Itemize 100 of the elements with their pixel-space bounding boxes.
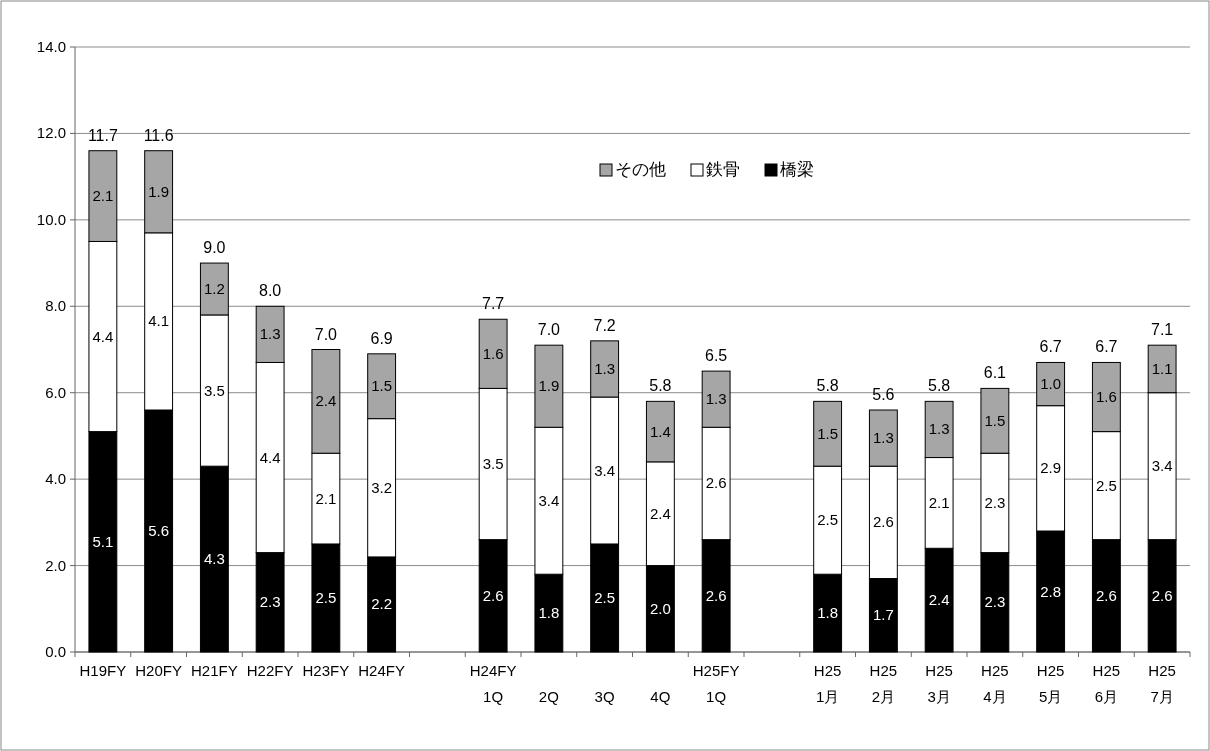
total-label: 7.0 [537, 321, 561, 339]
data-label: 1.9 [148, 182, 170, 200]
total-label: 6.9 [370, 329, 393, 347]
data-label: 2.6 [482, 586, 504, 604]
y-tick-label: 12.0 [36, 124, 66, 142]
legend-label: 橋梁 [780, 160, 814, 179]
x-tick-label: H25 7月 [1148, 662, 1176, 705]
x-tick-label: 3Q [594, 688, 615, 705]
data-label: 5.6 [148, 522, 170, 539]
total-label: 5.8 [928, 377, 951, 395]
total-label: 6.7 [1039, 338, 1062, 356]
data-label: 2.0 [649, 599, 671, 617]
total-label: 8.0 [259, 282, 282, 300]
y-tick-label: 0.0 [45, 643, 66, 660]
data-label: 1.0 [1040, 375, 1062, 393]
data-label: 3.5 [482, 455, 504, 473]
total-label: 7.2 [593, 316, 616, 334]
data-label: 2.5 [315, 588, 337, 606]
data-label: 2.4 [928, 591, 950, 609]
total-label: 6.1 [983, 364, 1007, 382]
data-label: 1.4 [649, 422, 671, 440]
data-label: 1.5 [817, 424, 839, 442]
data-label: 4.1 [148, 312, 170, 330]
x-tick-label: 4Q [650, 688, 671, 705]
x-tick-label: H25 1月 [813, 662, 842, 705]
data-label: 3.4 [538, 491, 560, 509]
data-label: 1.5 [371, 377, 393, 395]
data-label: 3.2 [371, 478, 393, 496]
total-label: 11.6 [143, 126, 174, 144]
x-tick-label: H25 4月 [981, 662, 1009, 705]
total-label: 6.5 [705, 347, 728, 365]
data-label: 1.5 [984, 411, 1006, 429]
y-tick-label: 4.0 [45, 470, 66, 488]
data-label: 4.4 [259, 448, 281, 466]
data-label: 1.3 [705, 390, 727, 408]
data-label: 1.3 [928, 420, 950, 438]
data-label: 1.8 [817, 604, 839, 622]
data-label: 1.6 [1095, 388, 1117, 406]
data-label: 2.9 [1040, 459, 1062, 477]
x-tick-label: H25FY 1Q [692, 662, 740, 705]
total-label: 5.6 [872, 386, 895, 403]
legend-label: その他 [615, 160, 666, 179]
data-label: 1.3 [872, 429, 894, 447]
data-label: 2.6 [705, 474, 727, 492]
data-label: 2.5 [817, 511, 839, 529]
data-label: 3.4 [1151, 457, 1173, 475]
data-label: 5.1 [92, 532, 114, 550]
x-tick-label: H20FY [135, 662, 182, 679]
x-tick-label: H25 3月 [925, 662, 953, 705]
x-tick-label: H25 2月 [869, 662, 898, 705]
data-label: 1.9 [538, 377, 560, 395]
x-tick-label: H25 5月 [1036, 662, 1065, 705]
data-label: 2.3 [984, 493, 1006, 511]
total-label: 6.7 [1095, 338, 1118, 356]
data-label: 1.8 [538, 604, 560, 622]
data-label: 1.7 [872, 606, 894, 624]
total-label: 7.0 [314, 325, 338, 343]
total-label: 5.8 [649, 377, 672, 395]
y-tick-label: 2.0 [45, 556, 66, 574]
x-tick-label: H24FY 1Q [469, 662, 517, 705]
data-label: 2.1 [92, 187, 114, 205]
data-label: 3.5 [203, 381, 225, 399]
x-tick-label: 2Q [538, 688, 559, 705]
data-label: 2.6 [872, 513, 894, 531]
data-label: 2.3 [984, 593, 1006, 611]
y-tick-label: 10.0 [36, 210, 66, 228]
data-label: 2.2 [371, 595, 393, 613]
data-label: 2.4 [649, 504, 671, 522]
data-label: 1.6 [482, 344, 504, 362]
data-label: 1.2 [203, 280, 225, 297]
total-label: 9.0 [203, 239, 226, 257]
data-label: 2.6 [705, 586, 727, 604]
total-label: 11.7 [87, 126, 118, 144]
x-tick-label: H22FY [246, 662, 294, 679]
y-tick-label: 8.0 [45, 297, 66, 315]
data-label: 2.8 [1040, 582, 1062, 600]
data-label: 2.5 [594, 588, 616, 606]
data-label: 2.1 [928, 493, 950, 511]
data-label: 1.1 [1151, 359, 1173, 377]
data-label: 2.4 [315, 392, 337, 410]
total-label: 5.8 [816, 377, 839, 395]
data-label: 3.4 [594, 461, 616, 479]
data-label: 1.3 [594, 359, 616, 377]
y-tick-label: 6.0 [45, 383, 66, 401]
data-label: 4.3 [203, 550, 225, 568]
total-label: 7.7 [482, 295, 505, 313]
data-label: 2.6 [1095, 586, 1117, 604]
x-tick-label: H25 6月 [1092, 662, 1121, 705]
x-tick-label: H19FY [79, 662, 127, 679]
y-tick-label: 14.0 [36, 38, 66, 55]
data-label: 2.5 [1095, 476, 1117, 494]
x-tick-label: H23FY [302, 662, 350, 679]
data-label: 2.6 [1151, 586, 1173, 604]
data-label: 2.1 [315, 489, 337, 507]
x-tick-label: H21FY [191, 662, 238, 679]
total-label: 7.1 [1151, 321, 1174, 339]
x-tick-label: H24FY [358, 662, 405, 679]
legend-label: 鉄骨 [706, 160, 740, 179]
data-label: 4.4 [92, 327, 114, 345]
data-label: 1.3 [259, 325, 281, 343]
